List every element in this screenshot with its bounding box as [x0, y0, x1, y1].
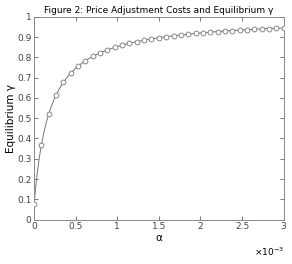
Title: Figure 2: Price Adjustment Costs and Equilibrium γ: Figure 2: Price Adjustment Costs and Equ… [44, 6, 274, 15]
Y-axis label: Equilibrium γ: Equilibrium γ [6, 84, 15, 153]
X-axis label: α: α [155, 233, 162, 243]
Text: $\times 10^{-3}$: $\times 10^{-3}$ [254, 246, 284, 258]
